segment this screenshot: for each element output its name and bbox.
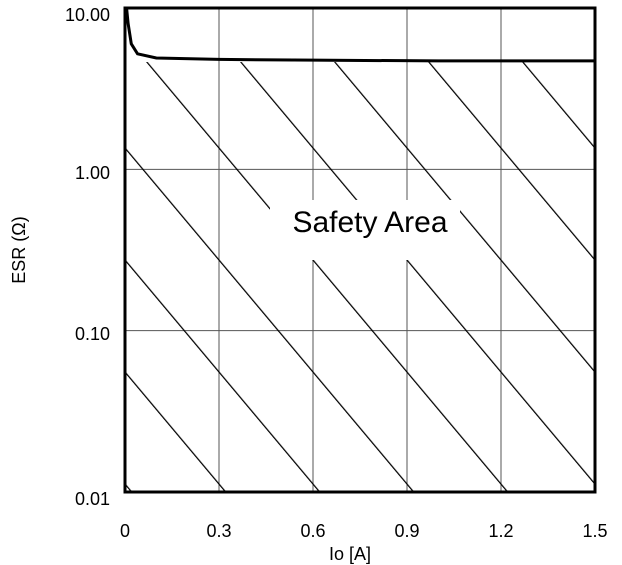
y-axis-label: ESR (Ω) xyxy=(9,216,29,283)
y-tick-label: 0.10 xyxy=(75,324,110,344)
annotation: Safety Area xyxy=(292,206,447,239)
hatch-area xyxy=(125,62,595,492)
y-tick-label: 0.01 xyxy=(75,489,110,509)
y-tick-label: 10.00 xyxy=(65,5,110,25)
x-tick-label: 0.9 xyxy=(394,521,419,541)
curve xyxy=(125,7,595,63)
plot-frame xyxy=(123,6,597,494)
x-tick-label: 0.3 xyxy=(206,521,231,541)
x-tick-label: 1.2 xyxy=(488,521,513,541)
x-tick-label: 0 xyxy=(120,521,130,541)
x-axis-label: Io [A] xyxy=(329,544,371,564)
label-gap xyxy=(270,200,460,260)
y-tick-label: 1.00 xyxy=(75,163,110,183)
x-tick-label: 1.5 xyxy=(582,521,607,541)
x-tick-label: 0.6 xyxy=(300,521,325,541)
